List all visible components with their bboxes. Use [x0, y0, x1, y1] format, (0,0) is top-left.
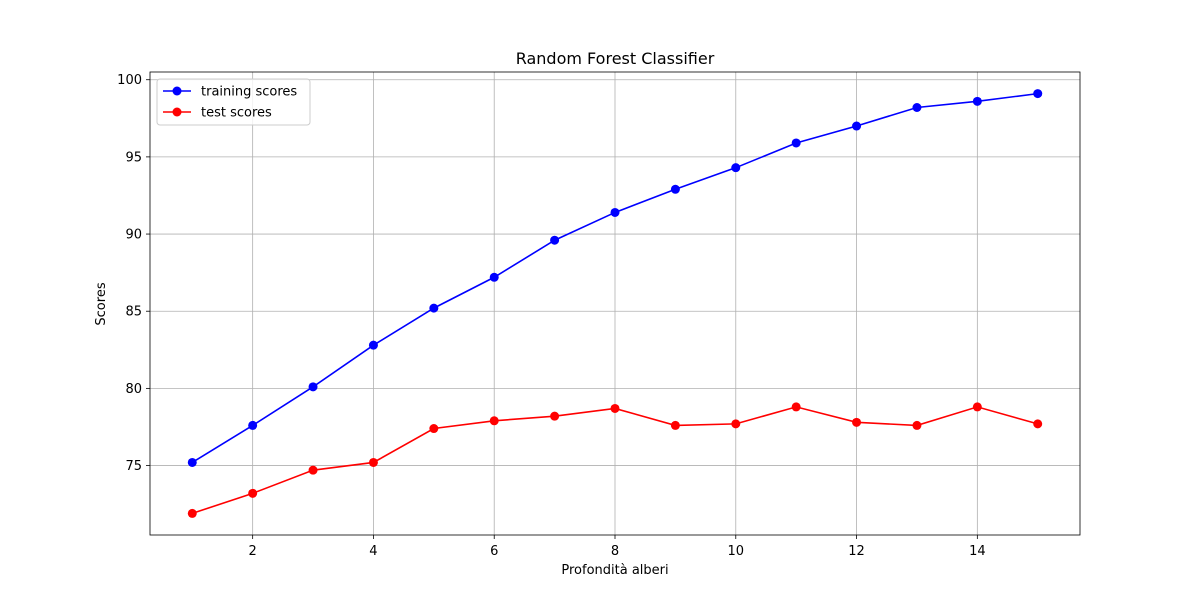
test-scores-point — [852, 417, 862, 427]
training-scores-point — [429, 303, 439, 313]
legend-test-label: test scores — [201, 106, 272, 121]
test-scores-point — [368, 457, 378, 467]
y-tick-label: 80 — [125, 382, 142, 397]
test-scores-point — [308, 465, 318, 475]
test-scores-point — [791, 402, 801, 412]
x-tick-label: 8 — [611, 544, 619, 559]
chart-title: Random Forest Classifier — [516, 49, 715, 68]
y-tick-label: 95 — [125, 150, 142, 165]
training-scores-point — [610, 207, 620, 217]
y-tick-label: 100 — [117, 73, 142, 88]
training-scores-point — [1033, 89, 1043, 99]
grid — [150, 72, 1080, 535]
x-tick-label: 14 — [969, 544, 986, 559]
x-tick-label: 12 — [848, 544, 865, 559]
legend-training-marker — [172, 86, 182, 96]
training-scores-point — [308, 382, 318, 392]
test-scores-point — [1033, 419, 1043, 429]
test-scores-point — [912, 420, 922, 430]
test-scores-point — [550, 411, 560, 421]
test-scores-point — [187, 508, 197, 518]
training-scores-point — [912, 102, 922, 112]
training-scores-point — [187, 457, 197, 467]
y-tick-label: 85 — [125, 305, 142, 320]
series-layer — [187, 89, 1043, 518]
training-scores-point — [489, 272, 499, 282]
test-scores-point — [489, 416, 499, 426]
y-tick-label: 90 — [125, 228, 142, 243]
training-scores-point — [852, 121, 862, 131]
test-scores-point — [248, 488, 258, 498]
training-scores-point — [368, 340, 378, 350]
legend-box — [156, 78, 311, 126]
test-scores-point — [429, 424, 439, 434]
test-scores-point — [972, 402, 982, 412]
test-scores-point — [610, 403, 620, 413]
x-tick-label: 4 — [369, 544, 377, 559]
legend-training-label: training scores — [201, 85, 297, 100]
axes: 2 4 6 8 10 12 14 75 80 85 90 95 100 — [117, 71, 1081, 559]
test-scores-point — [731, 419, 741, 429]
x-tick-label: 2 — [249, 544, 257, 559]
training-scores-point — [731, 163, 741, 173]
training-scores-point — [972, 96, 982, 106]
legend: training scores test scores — [156, 78, 311, 126]
x-tick-label: 10 — [728, 544, 745, 559]
training-scores-point — [550, 235, 560, 245]
training-scores-point — [791, 138, 801, 148]
y-axis-label: Scores — [94, 282, 109, 325]
x-tick-label: 6 — [490, 544, 498, 559]
x-axis-label: Profondità alberi — [561, 563, 668, 578]
y-tick-label: 75 — [125, 459, 142, 474]
training-scores-point — [670, 184, 680, 194]
legend-test-marker — [172, 107, 182, 117]
training-scores-point — [248, 420, 258, 430]
test-scores-point — [670, 420, 680, 430]
